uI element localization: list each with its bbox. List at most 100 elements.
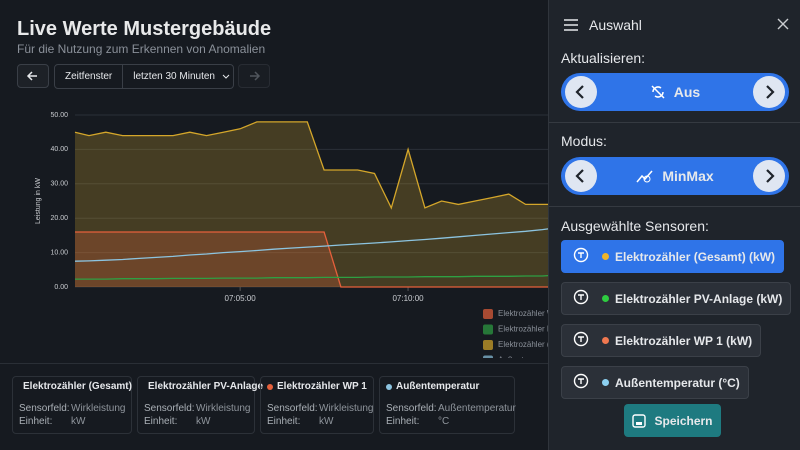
sensor-card: Außentemperatur Sensorfeld: Außentemperatu… <box>379 376 516 434</box>
field-value: Wirkleistung <box>196 403 251 414</box>
icon <box>766 169 775 183</box>
card-name: Elektrozähler WP 1 <box>277 381 367 392</box>
series-line <box>75 274 548 280</box>
card-name: Außentemperatur <box>396 381 480 392</box>
field-label: Sensorfeld: <box>19 403 70 414</box>
sensor-icon <box>572 246 590 267</box>
y-tick-label: 0.00 <box>54 284 68 291</box>
legend-swatch <box>483 324 493 335</box>
sensors-label: Ausgewählte Sensoren: <box>561 218 709 234</box>
menu-icon[interactable] <box>563 18 579 32</box>
field-value: Außentemperatur <box>438 403 516 414</box>
unit-row: Einheit: kW <box>19 415 125 428</box>
card-name: Elektrozähler (Gesamt) <box>23 381 132 392</box>
x-tick-label: 07:10:00 <box>392 294 424 303</box>
unit-row: Einheit: °C <box>386 415 508 428</box>
save-button[interactable]: Speichern <box>624 404 721 437</box>
icon <box>766 85 775 99</box>
series-area <box>75 232 548 287</box>
color-dot <box>602 253 609 260</box>
series-area <box>75 121 548 288</box>
legend-label: Außentemperatur <box>498 356 548 358</box>
mode-toggle[interactable]: MinMax <box>561 157 789 195</box>
sensor-card: Elektrozähler (Gesamt) Sensorfeld: Wirklei… <box>12 376 132 434</box>
separator <box>549 206 800 207</box>
y-tick-label: 20.00 <box>50 215 68 222</box>
field-label: Sensorfeld: <box>386 403 437 414</box>
field-row: Sensorfeld: Außentemperatur <box>386 402 516 415</box>
next-button[interactable] <box>753 160 785 192</box>
field-row: Sensorfeld: Wirkleistung <box>267 402 373 415</box>
mode-value: MinMax <box>662 168 714 184</box>
sensor-button[interactable]: Elektrozähler WP 1 (kW) <box>561 324 762 357</box>
prev-button[interactable] <box>565 160 597 192</box>
page-subtitle: Für die Nutzung zum Erkennen von Anomali… <box>17 42 266 56</box>
icon <box>575 169 584 183</box>
unit-value: kW <box>196 416 211 427</box>
time-window: Zeitfenster letzten 30 Minuten <box>54 64 234 89</box>
y-tick-label: 40.00 <box>50 146 68 153</box>
card-title: Elektrozähler WP 1 <box>267 381 367 392</box>
y-axis-label: Leistung in kW <box>35 178 42 224</box>
panel-title: Auswahl <box>589 17 642 33</box>
icon <box>250 71 261 81</box>
series-line <box>74 228 548 262</box>
legend-label: Elektrozähler WP 1 <box>498 309 548 318</box>
next-button[interactable] <box>238 64 270 88</box>
unit-value: kW <box>71 416 86 427</box>
icon <box>222 74 230 79</box>
card-name: Elektrozähler PV-Anlage <box>148 381 264 392</box>
refresh-toggle[interactable]: Aus <box>561 73 789 111</box>
sensor-card: Elektrozähler WP 1 Sensorfeld: Wirkleistun… <box>260 376 374 434</box>
y-tick-label: 50.00 <box>50 112 68 119</box>
sensor-button[interactable]: Außentemperatur (°C) <box>561 366 749 399</box>
prev-button[interactable] <box>17 64 49 88</box>
page-title: Live Werte Mustergebäude <box>17 18 272 40</box>
legend-label: Elektrozähler (Gesamt) <box>498 340 548 349</box>
unit-label: Einheit: <box>19 416 53 427</box>
y-tick-label: 30.00 <box>50 181 68 188</box>
refresh-label: Aktualisieren: <box>561 50 646 66</box>
field-label: Sensorfeld: <box>144 403 195 414</box>
unit-value: kW <box>319 416 334 427</box>
unit-label: Einheit: <box>144 416 178 427</box>
unit-value: °C <box>438 416 450 427</box>
color-dot <box>602 379 609 386</box>
field-row: Sensorfeld: Wirkleistung <box>144 402 251 415</box>
chart-icon <box>636 170 653 183</box>
field-row: Sensorfeld: Wirkleistung <box>19 402 125 415</box>
selection-panel: Auswahl Aktualisieren: Aus Modus: MinMax… <box>548 0 800 450</box>
time-window-label: Zeitfenster <box>65 71 113 82</box>
close-icon[interactable] <box>777 18 789 30</box>
sensor-button[interactable]: Elektrozähler PV-Anlage (kW) <box>561 282 792 315</box>
icon <box>575 85 584 99</box>
field-value: Wirkleistung <box>71 403 126 414</box>
sensor-cards: Elektrozähler (Gesamt) Sensorfeld: Wirklei… <box>0 363 548 450</box>
sensor-label: Elektrozähler WP 1 (kW) <box>615 333 753 348</box>
card-title: Außentemperatur <box>386 381 508 392</box>
sensor-button[interactable]: Elektrozähler (Gesamt) (kW) <box>561 240 785 273</box>
sensor-icon <box>572 330 590 351</box>
color-dot <box>602 295 609 302</box>
next-button[interactable] <box>753 76 785 108</box>
refresh-value: Aus <box>673 84 701 100</box>
x-tick-label: 07:05:00 <box>225 294 257 303</box>
time-window-value: letzten 30 Minuten <box>133 71 215 82</box>
sensor-icon <box>572 288 590 309</box>
sensor-label: Elektrozähler PV-Anlage (kW) <box>615 291 783 306</box>
legend-label: Elektrozähler PV-Anlage <box>498 325 548 334</box>
field-label: Sensorfeld: <box>267 403 318 414</box>
mode-label: Modus: <box>561 133 607 149</box>
color-dot <box>602 337 609 344</box>
y-tick-label: 10.00 <box>50 249 68 256</box>
color-dot <box>386 383 392 390</box>
separator <box>549 122 800 123</box>
legend-swatch <box>483 340 493 350</box>
unit-label: Einheit: <box>267 416 301 427</box>
prev-button[interactable] <box>565 76 597 108</box>
sync-off-icon <box>651 85 665 99</box>
series-line <box>75 231 548 288</box>
time-window-select[interactable]: letzten 30 Minuten <box>122 65 231 88</box>
sensor-label: Elektrozähler (Gesamt) (kW) <box>615 249 776 264</box>
sensor-icon <box>572 372 590 393</box>
